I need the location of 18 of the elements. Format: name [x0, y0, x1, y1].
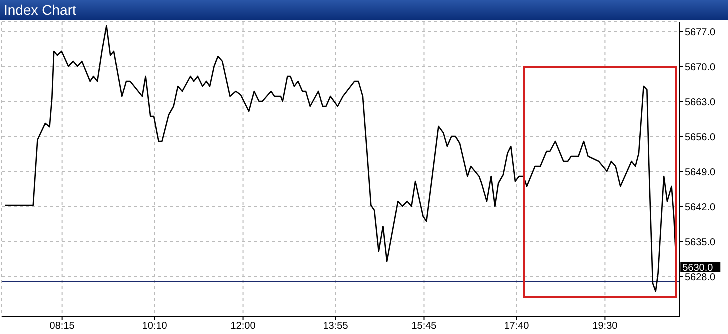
line-series — [4, 25, 678, 292]
y-tick-label: 5677.0 — [685, 28, 716, 39]
y-tick-label: 5649.0 — [685, 168, 716, 179]
y-tick-label: 5656.0 — [685, 132, 716, 144]
x-tick-label: 15:45 — [412, 321, 438, 332]
x-tick-label: 12:00 — [230, 321, 256, 332]
y-tick-label: 5642.0 — [685, 202, 716, 214]
y-tick-label: 5628.0 — [685, 272, 716, 284]
y-tick-label: 5670.0 — [685, 62, 716, 74]
x-tick-label: 10:10 — [142, 321, 168, 332]
x-tick-label: 19:30 — [592, 321, 618, 332]
x-tick-label: 08:15 — [50, 321, 76, 332]
x-tick-label: 13:55 — [323, 321, 349, 332]
annotation: 5630.0 — [682, 263, 714, 274]
x-tick-label: 17:40 — [504, 321, 530, 332]
chart-title: Index Chart — [0, 0, 728, 20]
y-tick-label: 5663.0 — [685, 98, 716, 109]
y-tick-label: 5635.0 — [685, 238, 716, 249]
